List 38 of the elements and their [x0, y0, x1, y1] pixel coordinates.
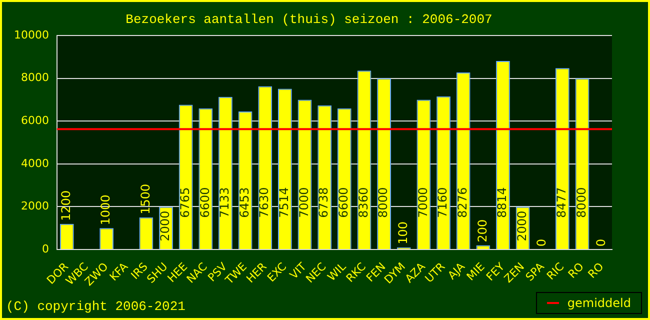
data-label: 6600 — [198, 187, 212, 218]
data-label: 1500 — [138, 184, 152, 214]
data-label: 0 — [534, 238, 549, 247]
data-label: 1200 — [59, 190, 74, 221]
data-label: 2000 — [158, 210, 172, 242]
y-tick-label: 2000 — [20, 200, 49, 213]
data-label: 7160 — [436, 187, 450, 218]
x-tick-label: RO — [566, 260, 587, 281]
legend-label: gemiddeld — [567, 296, 631, 310]
data-label: 7000 — [416, 187, 430, 218]
y-tick-label: 0 — [42, 242, 49, 256]
chart-title: Bezoekers aantallen (thuis) seizoen : 2006-2007 — [126, 12, 492, 28]
data-label: 2000 — [514, 210, 529, 242]
data-label: 1000 — [98, 194, 113, 226]
text: (C) copyright 2006-2021 — [6, 299, 186, 314]
y-tick-label: 8000 — [20, 71, 49, 84]
data-label: 8360 — [356, 187, 370, 218]
data-label: 8000 — [574, 187, 588, 218]
data-label: 8276 — [455, 187, 470, 218]
y-tick-label: 10000 — [14, 28, 49, 42]
data-label: 6600 — [336, 187, 351, 218]
data-label: 8814 — [495, 187, 510, 218]
y-tick-label: 6000 — [20, 114, 49, 128]
data-label: 8477 — [554, 187, 569, 218]
y-tick-label: 4000 — [20, 156, 49, 170]
data-label: 7000 — [296, 187, 311, 218]
data-label: 100 — [396, 221, 410, 244]
data-label: 200 — [475, 219, 490, 242]
x-tick-label: RO — [586, 260, 606, 281]
data-label: 0 — [594, 238, 608, 247]
data-label: 8000 — [376, 187, 390, 218]
data-label: 6765 — [178, 187, 192, 218]
data-label: 7630 — [257, 187, 272, 218]
data-label: 6453 — [237, 187, 252, 218]
data-label: 6738 — [316, 187, 331, 218]
data-label: 7133 — [218, 187, 232, 218]
x-tick-label: KFA — [107, 260, 131, 284]
data-label: 7514 — [277, 187, 292, 218]
